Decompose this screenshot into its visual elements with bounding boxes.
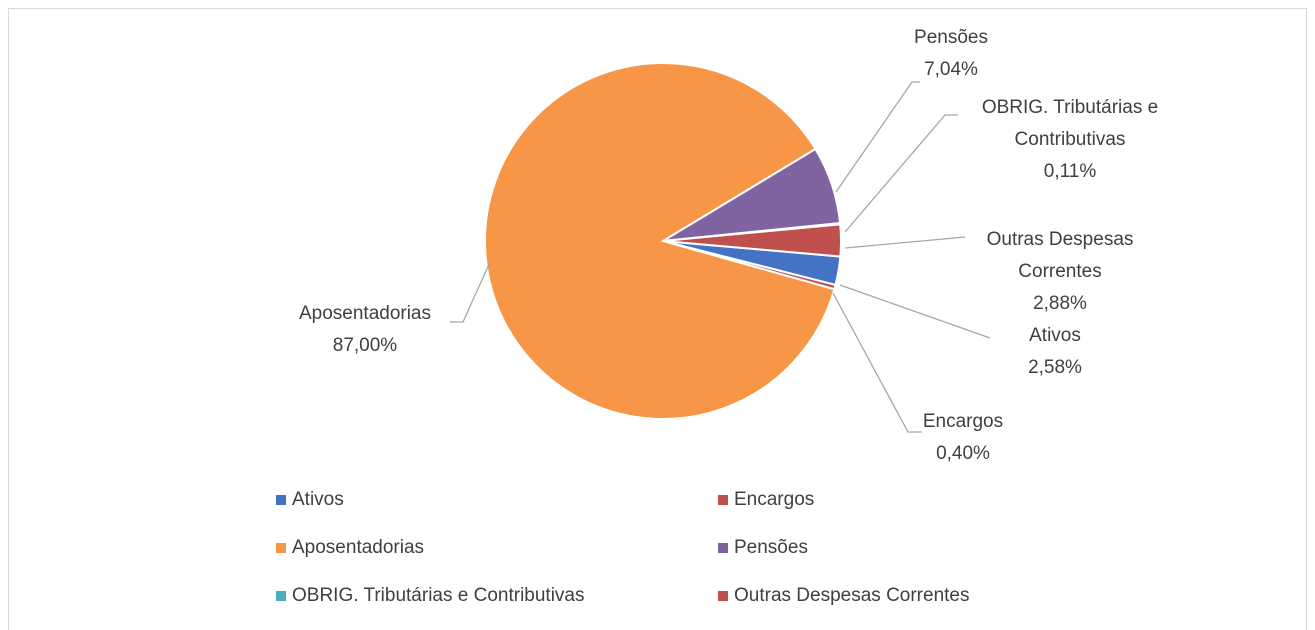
data-label-name: Outras Despesas Correntes [986, 229, 1134, 282]
data-label: Encargos 0,40% [898, 406, 1028, 470]
legend-label: Ativos [292, 489, 344, 510]
legend-item: Pensões [718, 537, 808, 559]
data-label-name: Encargos [922, 411, 1004, 432]
leader-line [844, 236, 966, 249]
data-label-value: 2,58% [1028, 357, 1082, 378]
chart-border [8, 8, 1307, 630]
data-label-value: 7,04% [924, 59, 978, 80]
data-label: Outras Despesas Correntes 2,88% [960, 224, 1160, 320]
legend-label: Pensões [734, 537, 808, 558]
legend-item: Encargos [718, 489, 814, 511]
data-label: Pensões 7,04% [881, 22, 1021, 86]
leader-line [450, 261, 491, 323]
legend-swatch [276, 591, 286, 601]
pie-slice [662, 223, 842, 258]
leader-line [835, 81, 920, 193]
data-label-name: Pensões [914, 27, 988, 48]
legend-item: Ativos [276, 489, 344, 511]
leader-line [839, 284, 991, 339]
leader-line [844, 114, 958, 233]
legend-label: Aposentadorias [292, 537, 425, 558]
legend-swatch [718, 495, 728, 505]
data-label: Aposentadorias 87,00% [270, 298, 460, 362]
legend-item: Outras Despesas Correntes [718, 585, 970, 607]
data-label-name: Ativos [1029, 325, 1081, 346]
data-label-value: 2,88% [1033, 293, 1087, 314]
leader-line [832, 292, 922, 433]
legend-swatch [276, 543, 286, 553]
legend-label: Outras Despesas Correntes [734, 585, 970, 606]
data-label-value: 0,40% [936, 443, 990, 464]
legend-label: OBRIG. Tributárias e Contributivas [292, 585, 585, 606]
legend-swatch [718, 543, 728, 553]
legend-swatch [276, 495, 286, 505]
legend-swatch [718, 591, 728, 601]
data-label: Ativos 2,58% [990, 320, 1120, 384]
pie-slice [484, 62, 836, 420]
data-label-name: Aposentadorias [298, 303, 432, 324]
data-label-value: 87,00% [332, 335, 398, 356]
legend-item: OBRIG. Tributárias e Contributivas [276, 585, 585, 607]
data-label: OBRIG. Tributárias e Contributivas 0,11% [955, 92, 1185, 188]
data-label-value: 0,11% [1043, 161, 1097, 182]
data-label-name: OBRIG. Tributárias e Contributivas [981, 97, 1159, 150]
legend-item: Aposentadorias [276, 537, 424, 559]
legend-label: Encargos [734, 489, 815, 510]
